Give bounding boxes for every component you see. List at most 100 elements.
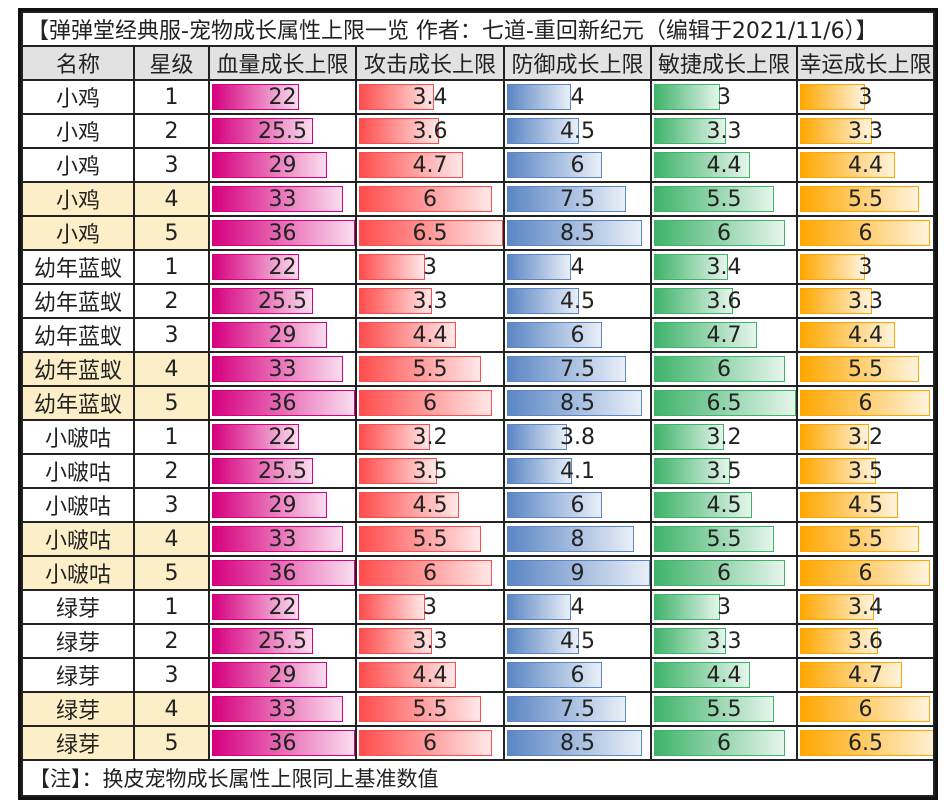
- agi-value: 3.5: [706, 458, 742, 484]
- agi-value: 3.6: [706, 288, 742, 314]
- hp-data-bar: [212, 628, 314, 654]
- hp-cell: 22: [208, 419, 357, 455]
- luck-data-bar: [800, 424, 870, 450]
- luck-data-bar: [800, 390, 931, 416]
- table-title: 【弹弹堂经典服-宠物成长属性上限一览 作者：七道-重回新纪元（编辑于2021/1…: [21, 11, 935, 47]
- atk-value: 3.3: [412, 628, 448, 654]
- agi-data-bar: [654, 356, 786, 382]
- hp-value: 33: [268, 186, 297, 212]
- star-cell: 1: [133, 419, 210, 455]
- luck-cell: 4.5: [796, 487, 935, 523]
- atk-data-bar: [359, 458, 437, 484]
- agi-cell: 4.4: [650, 657, 798, 693]
- atk-data-bar: [359, 696, 481, 722]
- agi-data-bar: [654, 730, 786, 756]
- def-data-bar: [507, 424, 568, 450]
- luck-data-bar: [800, 254, 866, 280]
- table-row: 小鸡 1 22 3.4 4 3 3: [21, 79, 935, 115]
- atk-data-bar: [359, 424, 430, 450]
- luck-cell: 3.5: [796, 453, 935, 489]
- atk-value: 4.7: [412, 152, 448, 178]
- agi-value: 5.5: [706, 526, 742, 552]
- table-row: 小鸡 3 29 4.7 6 4.4 4.4: [21, 147, 935, 183]
- hp-cell: 25.5: [208, 453, 357, 489]
- agi-value: 5.5: [706, 186, 742, 212]
- star-cell: 2: [133, 113, 210, 149]
- table-row: 幼年蓝蚁 4 33 5.5 7.5 6 5.5: [21, 351, 935, 387]
- agi-cell: 5.5: [650, 691, 798, 727]
- star-cell: 1: [133, 589, 210, 625]
- luck-data-bar: [800, 492, 898, 518]
- star-cell: 5: [133, 215, 210, 251]
- luck-value: 5.5: [848, 526, 883, 552]
- agi-cell: 3.3: [650, 623, 798, 659]
- atk-value: 6: [423, 390, 437, 416]
- atk-data-bar: [359, 730, 492, 756]
- luck-cell: 6.5: [796, 725, 935, 761]
- hp-cell: 29: [208, 657, 357, 693]
- atk-data-bar: [359, 560, 492, 586]
- hp-data-bar: [212, 458, 314, 484]
- star-cell: 2: [133, 283, 210, 319]
- hp-data-bar: [212, 186, 344, 212]
- hp-value: 33: [268, 526, 297, 552]
- agi-value: 4.5: [706, 492, 742, 518]
- agi-data-bar: [654, 628, 727, 654]
- atk-value: 3.3: [412, 288, 448, 314]
- luck-data-bar: [800, 662, 902, 688]
- atk-value: 5.5: [412, 526, 448, 552]
- luck-cell: 4.4: [796, 317, 935, 353]
- table-row: 小啵咕 4 33 5.5 8 5.5 5.5: [21, 521, 935, 557]
- luck-value: 6: [858, 696, 873, 722]
- table-row: 幼年蓝蚁 3 29 4.4 6 4.7 4.4: [21, 317, 935, 353]
- hp-data-bar: [212, 662, 328, 688]
- name-cell: 绿芽: [21, 725, 135, 761]
- agi-cell: 3.2: [650, 419, 798, 455]
- name-cell: 绿芽: [21, 691, 135, 727]
- atk-data-bar: [359, 662, 457, 688]
- def-value: 3.8: [560, 424, 595, 450]
- atk-cell: 3: [355, 589, 505, 625]
- hp-value: 33: [268, 696, 297, 722]
- def-cell: 4.5: [503, 113, 652, 149]
- def-value: 7.5: [560, 186, 595, 212]
- agi-cell: 4.7: [650, 317, 798, 353]
- agi-value: 3.3: [706, 118, 742, 144]
- hp-value: 25.5: [258, 458, 307, 484]
- star-cell: 3: [133, 317, 210, 353]
- def-value: 6: [570, 662, 585, 688]
- def-cell: 7.5: [503, 691, 652, 727]
- atk-data-bar: [359, 288, 433, 314]
- def-data-bar: [507, 458, 573, 484]
- name-cell: 小鸡: [21, 147, 135, 183]
- header-hp: 血量成长上限: [208, 45, 357, 81]
- luck-value: 3.6: [848, 628, 883, 654]
- luck-data-bar: [800, 186, 920, 212]
- atk-value: 5.5: [412, 356, 448, 382]
- table-row: 幼年蓝蚁 1 22 3 4 3.4 3: [21, 249, 935, 285]
- name-cell: 小鸡: [21, 113, 135, 149]
- agi-data-bar: [654, 458, 731, 484]
- luck-data-bar: [800, 594, 874, 620]
- luck-cell: 3.3: [796, 283, 935, 319]
- footer-note: 【注】：换皮宠物成长属性上限同上基准数值: [21, 759, 935, 797]
- header-row: 名称 星级 血量成长上限 攻击成长上限 防御成长上限 敏捷成长上限 幸运成长上限: [21, 45, 935, 81]
- atk-data-bar: [359, 84, 435, 110]
- atk-value: 3.4: [412, 84, 448, 110]
- agi-cell: 4.4: [650, 147, 798, 183]
- name-cell: 绿芽: [21, 623, 135, 659]
- def-data-bar: [507, 220, 643, 246]
- name-cell: 绿芽: [21, 657, 135, 693]
- star-cell: 2: [133, 453, 210, 489]
- luck-cell: 3: [796, 79, 935, 115]
- luck-data-bar: [800, 152, 896, 178]
- luck-value: 3: [858, 84, 873, 110]
- luck-cell: 6: [796, 215, 935, 251]
- luck-cell: 3.4: [796, 589, 935, 625]
- def-data-bar: [507, 730, 643, 756]
- luck-cell: 5.5: [796, 351, 935, 387]
- name-cell: 小鸡: [21, 79, 135, 115]
- atk-data-bar: [359, 254, 426, 280]
- agi-data-bar: [654, 424, 724, 450]
- atk-data-bar: [359, 526, 481, 552]
